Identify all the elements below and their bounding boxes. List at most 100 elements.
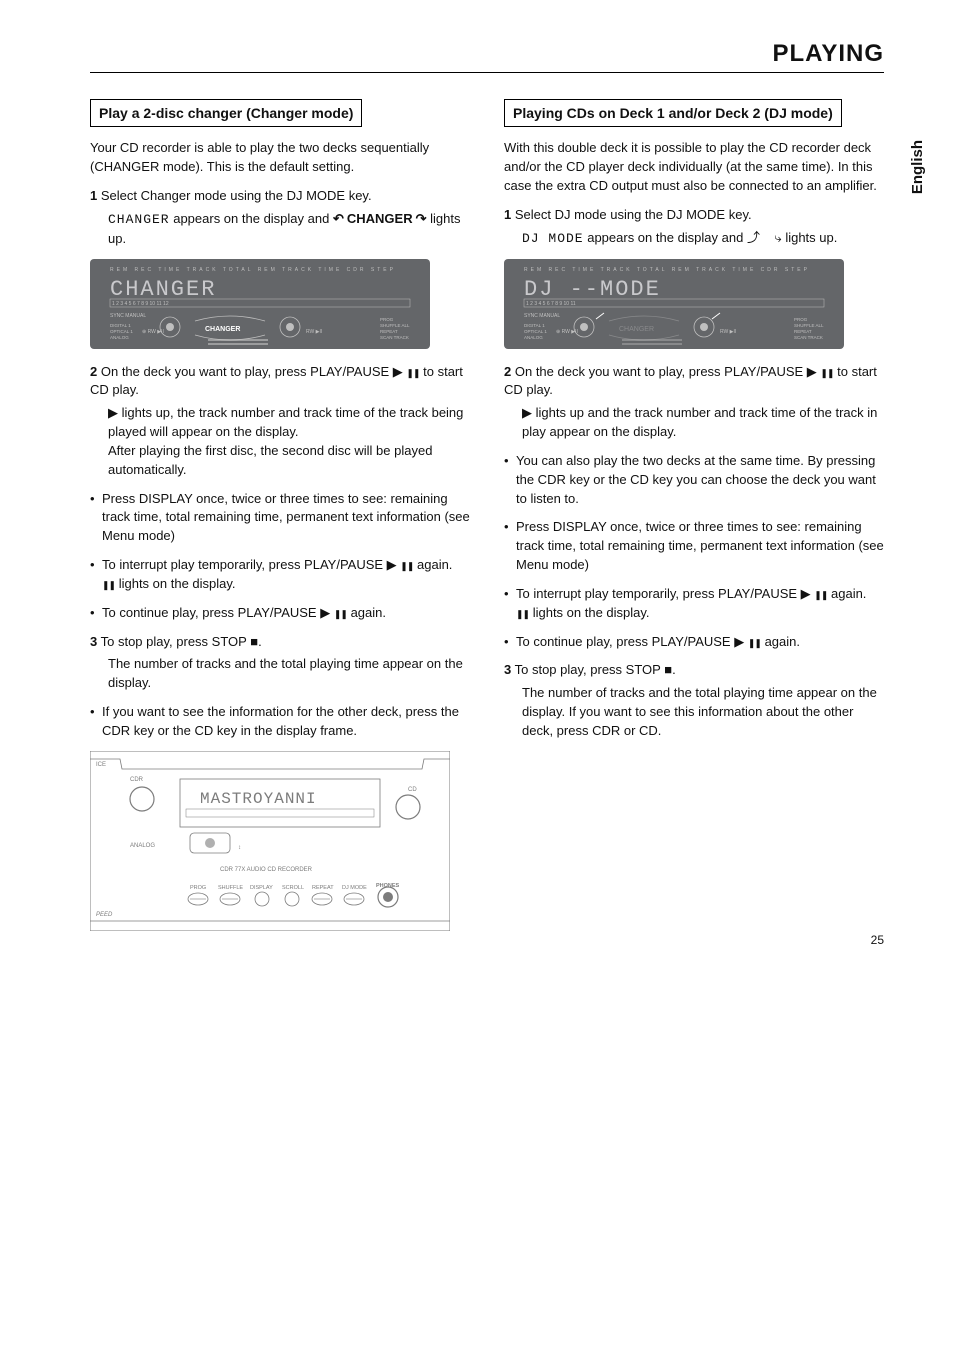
svg-text:PROG: PROG bbox=[794, 317, 808, 322]
svg-text:SYNC MANUAL: SYNC MANUAL bbox=[524, 313, 560, 319]
step-text: Select Changer mode using the DJ MODE ke… bbox=[101, 188, 372, 203]
play-icon bbox=[393, 364, 403, 379]
svg-text:PEED: PEED bbox=[96, 912, 113, 918]
svg-text:REM REC TIME TRACK TOTAL: REM REC TIME TRACK TOTAL REM TRACK TIME … bbox=[110, 267, 396, 273]
svg-text:⊕ RW ▶II: ⊕ RW ▶II bbox=[556, 329, 578, 335]
text: After playing the first disc, the second… bbox=[108, 443, 432, 477]
segment-text: CHANGER bbox=[110, 277, 216, 302]
left-step-3-indent: The number of tracks and the total playi… bbox=[108, 655, 470, 693]
display-panel-dj: REM REC TIME TRACK TOTAL REM TRACK TIME … bbox=[504, 259, 844, 349]
step-text: . bbox=[258, 634, 262, 649]
right-step-2-indent: lights up and the track number and track… bbox=[522, 404, 884, 442]
svg-text:RW ▶II: RW ▶II bbox=[306, 329, 322, 335]
left-bullet-continue: To continue play, press PLAY/PAUSE again… bbox=[90, 604, 470, 623]
text: again. bbox=[347, 605, 386, 620]
svg-text:OPTICAL 1: OPTICAL 1 bbox=[524, 329, 547, 334]
left-bullet-otherdeck: If you want to see the information for t… bbox=[90, 703, 470, 741]
pause-icon bbox=[406, 364, 419, 379]
left-step-1-indent: CHANGER appears on the display and ↶CHAN… bbox=[108, 210, 470, 249]
svg-text:SHUFFLE ALL: SHUFFLE ALL bbox=[794, 323, 824, 328]
svg-text:SHUFFLE ALL: SHUFFLE ALL bbox=[380, 323, 410, 328]
pause-icon bbox=[102, 576, 115, 591]
right-bullet-display: Press DISPLAY once, twice or three times… bbox=[504, 518, 884, 575]
svg-text:SYNC MANUAL: SYNC MANUAL bbox=[110, 313, 146, 319]
stop-icon bbox=[250, 634, 258, 649]
pause-icon bbox=[400, 557, 413, 572]
text: lights up. bbox=[782, 230, 838, 245]
svg-text:SHUFFLE: SHUFFLE bbox=[218, 885, 243, 891]
svg-text:DIGITAL 1: DIGITAL 1 bbox=[524, 323, 545, 328]
step-number: 3 bbox=[504, 662, 511, 677]
step-text: Select DJ mode using the DJ MODE key. bbox=[515, 207, 752, 222]
left-step-3: 3 To stop play, press STOP . bbox=[90, 633, 470, 652]
pause-icon bbox=[748, 634, 761, 649]
text: appears on the display and bbox=[170, 211, 333, 226]
text: lights up and the track number and track… bbox=[522, 405, 877, 439]
right-bullet-interrupt: To interrupt play temporarily, press PLA… bbox=[504, 585, 884, 623]
svg-text:1 2 3 4 5 6 7 8 9 10 11 12: 1 2 3 4 5 6 7 8 9 10 11 12 bbox=[112, 301, 169, 307]
text: To interrupt play temporarily, press PLA… bbox=[102, 557, 387, 572]
text: lights up, the track number and track ti… bbox=[108, 405, 463, 439]
stop-icon bbox=[664, 662, 672, 677]
pause-icon bbox=[334, 605, 347, 620]
right-step-3: 3 To stop play, press STOP . bbox=[504, 661, 884, 680]
svg-text:REPEAT: REPEAT bbox=[312, 885, 334, 891]
step-number: 1 bbox=[504, 207, 511, 222]
header-rule bbox=[90, 72, 884, 73]
display-word: DJ MODE bbox=[522, 231, 584, 246]
pause-icon bbox=[516, 605, 529, 620]
left-step-1: 1 Select Changer mode using the DJ MODE … bbox=[90, 187, 470, 206]
right-bullet-continue: To continue play, press PLAY/PAUSE again… bbox=[504, 633, 884, 652]
text: again. bbox=[761, 634, 800, 649]
text: To continue play, press PLAY/PAUSE bbox=[516, 634, 734, 649]
text: appears on the display and bbox=[584, 230, 747, 245]
step-text: On the deck you want to play, press PLAY… bbox=[515, 364, 807, 379]
right-column: Playing CDs on Deck 1 and/or Deck 2 (DJ … bbox=[504, 99, 884, 931]
page-title: PLAYING bbox=[90, 40, 884, 68]
page: PLAYING English Play a 2-disc changer (C… bbox=[0, 0, 954, 971]
display-panel-changer: REM REC TIME TRACK TOTAL REM TRACK TIME … bbox=[90, 259, 430, 349]
svg-text:REPEAT: REPEAT bbox=[380, 329, 398, 334]
changer-icon: ↶CHANGER↷ bbox=[333, 210, 427, 229]
right-step-2: 2 On the deck you want to play, press PL… bbox=[504, 363, 884, 401]
text: again. bbox=[827, 586, 866, 601]
svg-text:CHANGER: CHANGER bbox=[205, 326, 240, 333]
text: lights on the display. bbox=[115, 576, 235, 591]
right-bullet-twodeck: You can also play the two decks at the s… bbox=[504, 452, 884, 509]
right-heading: Playing CDs on Deck 1 and/or Deck 2 (DJ … bbox=[504, 99, 842, 127]
play-icon bbox=[108, 405, 118, 420]
svg-text:DIGITAL 1: DIGITAL 1 bbox=[110, 323, 131, 328]
pause-icon bbox=[820, 364, 833, 379]
svg-text:SCROLL: SCROLL bbox=[282, 885, 304, 891]
svg-text:ANALOG: ANALOG bbox=[524, 335, 543, 340]
display-svg: REM REC TIME TRACK TOTAL REM TRACK TIME … bbox=[90, 259, 430, 349]
step-text: To stop play, press STOP bbox=[515, 662, 665, 677]
text: again. bbox=[413, 557, 452, 572]
svg-text:MASTROYANNI: MASTROYANNI bbox=[200, 790, 317, 808]
step-number: 3 bbox=[90, 634, 97, 649]
play-icon bbox=[807, 364, 817, 379]
left-intro: Your CD recorder is able to play the two… bbox=[90, 139, 470, 177]
left-bullet-display: Press DISPLAY once, twice or three times… bbox=[90, 490, 470, 547]
device-line-drawing: ICE CDR ANALOG PEED CD MASTROYANNI bbox=[90, 751, 450, 931]
device-svg: ICE CDR ANALOG PEED CD MASTROYANNI bbox=[90, 751, 450, 931]
left-step-2-indent: lights up, the track number and track ti… bbox=[108, 404, 470, 479]
left-heading: Play a 2-disc changer (Changer mode) bbox=[90, 99, 362, 127]
main-columns: Play a 2-disc changer (Changer mode) You… bbox=[90, 99, 884, 931]
svg-text:OPTICAL 1: OPTICAL 1 bbox=[110, 329, 133, 334]
language-label: English bbox=[909, 140, 926, 194]
svg-text:CDR: CDR bbox=[130, 777, 144, 783]
display-svg: REM REC TIME TRACK TOTAL REM TRACK TIME … bbox=[504, 259, 844, 349]
right-intro: With this double deck it is possible to … bbox=[504, 139, 884, 196]
text: lights on the display. bbox=[529, 605, 649, 620]
dj-icon-right: ⤷ bbox=[774, 230, 781, 245]
svg-text:ANALOG: ANALOG bbox=[130, 843, 155, 849]
right-step-3-indent: The number of tracks and the total playi… bbox=[522, 684, 884, 741]
svg-text:ICE: ICE bbox=[96, 762, 106, 768]
play-icon bbox=[801, 586, 811, 601]
svg-text:CDR 77X AUDIO CD RECORDER: CDR 77X AUDIO CD RECORDER bbox=[220, 867, 313, 873]
display-word: CHANGER bbox=[108, 212, 170, 227]
right-step-1: 1 Select DJ mode using the DJ MODE key. bbox=[504, 206, 884, 225]
left-step-2: 2 On the deck you want to play, press PL… bbox=[90, 363, 470, 401]
segment-text: DJ --MODE bbox=[524, 277, 661, 302]
